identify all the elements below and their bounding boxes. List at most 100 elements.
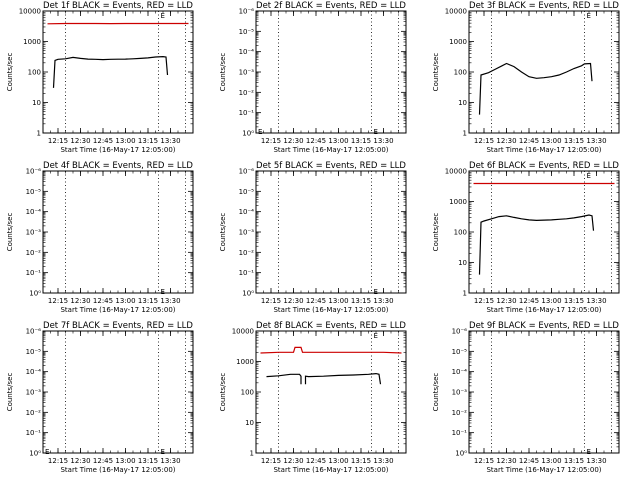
y-tick-label: 10⁻³ xyxy=(26,389,42,397)
y-axis-label: Counts/sec xyxy=(432,373,440,412)
y-tick-label: 10⁻² xyxy=(452,409,468,417)
x-tick-label: 12:45 xyxy=(519,297,539,305)
x-axis-label: Start Time (16-May-17 12:05:00) xyxy=(486,306,601,314)
x-tick-label: 13:00 xyxy=(541,457,561,465)
y-tick-label: 10⁻⁵ xyxy=(26,348,42,356)
y-tick-label: 10⁻² xyxy=(26,249,42,257)
x-tick-label: 13:00 xyxy=(115,297,135,305)
x-tick-label: 12:15 xyxy=(48,457,68,465)
y-tick-label: 10⁻³ xyxy=(26,229,42,237)
y-tick-label: 10⁰ xyxy=(29,450,41,458)
panel-6: Det 6f BLACK = Events, RED = LLD 1 10 100 10… xyxy=(432,161,620,314)
events-series-line xyxy=(266,373,302,385)
x-tick-label: 12:45 xyxy=(519,457,539,465)
e-marker-label: E xyxy=(587,12,591,20)
y-tick-label: 10⁻⁴ xyxy=(26,368,42,376)
panel-7: Det 7f BLACK = Events, RED = LLD 10⁰ 10⁻¹ 1… xyxy=(6,321,194,474)
e-marker-label: E xyxy=(374,288,378,296)
x-axis-label: Start Time (16-May-17 12:05:00) xyxy=(273,146,388,154)
y-tick-label: 1000 xyxy=(449,38,467,46)
y-axis-label: Counts/sec xyxy=(6,373,14,412)
y-tick-label: 10⁻⁴ xyxy=(26,208,42,216)
y-axis-label: Counts/sec xyxy=(432,213,440,252)
x-tick-label: 12:15 xyxy=(261,297,281,305)
panel-title: Det 5f BLACK = Events, RED = LLD xyxy=(256,161,406,171)
x-tick-label: 12:15 xyxy=(48,137,68,145)
y-tick-label: 10 xyxy=(458,259,467,267)
y-tick-label: 1000 xyxy=(449,198,467,206)
panel-title: Det 4f BLACK = Events, RED = LLD xyxy=(43,161,193,171)
y-tick-label: 10⁻⁵ xyxy=(26,188,42,196)
y-tick-label: 10⁻⁵ xyxy=(239,188,255,196)
x-tick-label: 13:00 xyxy=(115,457,135,465)
x-tick-label: 13:15 xyxy=(564,457,584,465)
events-series-line xyxy=(478,214,595,275)
y-axis-label: Counts/sec xyxy=(219,53,227,92)
lld-series-line xyxy=(260,346,402,354)
panel-8: Det 8f BLACK = Events, RED = LLD 1 10 100 10… xyxy=(219,321,407,474)
e-marker-label: E xyxy=(374,332,378,340)
e-marker-label: E xyxy=(587,448,591,456)
x-tick-label: 12:15 xyxy=(261,137,281,145)
x-tick-label: 13:15 xyxy=(351,457,371,465)
y-tick-label: 1 xyxy=(463,290,467,298)
x-tick-label: 12:45 xyxy=(93,457,113,465)
x-tick-label: 13:15 xyxy=(138,297,158,305)
x-tick-label: 12:30 xyxy=(70,457,90,465)
y-tick-label: 10 xyxy=(458,99,467,107)
y-tick-label: 1000 xyxy=(236,358,254,366)
x-tick-label: 13:00 xyxy=(115,137,135,145)
x-axis-label: Start Time (16-May-17 12:05:00) xyxy=(60,466,175,474)
panel-title: Det 8f BLACK = Events, RED = LLD xyxy=(256,321,406,331)
y-tick-label: 10⁻⁶ xyxy=(26,168,42,176)
y-tick-label: 10000 xyxy=(445,8,467,16)
x-tick-label: 13:30 xyxy=(160,297,180,305)
y-tick-label: 10⁻⁴ xyxy=(452,368,468,376)
events-series-line xyxy=(304,372,382,385)
x-tick-label: 13:15 xyxy=(138,457,158,465)
y-tick-label: 10⁻⁴ xyxy=(239,48,255,56)
y-tick-label: 10⁻² xyxy=(239,249,255,257)
x-axis-label: Start Time (16-May-17 12:05:00) xyxy=(273,466,388,474)
y-tick-label: 10⁻⁶ xyxy=(239,168,255,176)
x-tick-label: 12:45 xyxy=(306,457,326,465)
x-tick-label: 13:30 xyxy=(586,457,606,465)
y-tick-label: 10⁻⁶ xyxy=(239,8,255,16)
y-tick-label: 10⁻¹ xyxy=(239,269,255,277)
x-tick-label: 13:15 xyxy=(564,297,584,305)
panel-2: Det 2f BLACK = Events, RED = LLD 10⁰ 10⁻¹ 1… xyxy=(219,1,407,154)
x-tick-label: 12:15 xyxy=(474,457,494,465)
x-tick-label: 12:30 xyxy=(283,457,303,465)
x-tick-label: 12:15 xyxy=(48,297,68,305)
y-tick-label: 10⁻⁴ xyxy=(239,208,255,216)
x-tick-label: 12:30 xyxy=(70,297,90,305)
x-tick-label: 12:15 xyxy=(474,137,494,145)
x-tick-label: 13:30 xyxy=(586,297,606,305)
y-tick-label: 10⁻⁵ xyxy=(452,348,468,356)
x-tick-label: 13:15 xyxy=(564,137,584,145)
panel-5: Det 5f BLACK = Events, RED = LLD 10⁰ 10⁻¹ 1… xyxy=(219,161,407,314)
x-tick-label: 12:30 xyxy=(496,457,516,465)
x-tick-label: 13:30 xyxy=(373,457,393,465)
x-tick-label: 13:30 xyxy=(373,297,393,305)
y-tick-label: 1 xyxy=(250,450,254,458)
panel-1: Det 1f BLACK = Events, RED = LLD 1 10 100 10… xyxy=(6,1,194,154)
y-tick-label: 10⁻¹ xyxy=(239,109,255,117)
y-tick-label: 10⁰ xyxy=(242,130,254,138)
panel-9: Det 9f BLACK = Events, RED = LLD 10⁰ 10⁻¹ 1… xyxy=(432,321,620,474)
e-marker-label: E xyxy=(161,288,165,296)
y-tick-label: 100 xyxy=(454,229,467,237)
y-axis-label: Counts/sec xyxy=(6,213,14,252)
x-tick-label: 12:45 xyxy=(306,137,326,145)
x-tick-label: 12:45 xyxy=(306,297,326,305)
y-tick-label: 10⁻³ xyxy=(239,229,255,237)
y-tick-label: 10⁻⁶ xyxy=(26,328,42,336)
events-series-line xyxy=(478,62,593,115)
y-tick-label: 10000 xyxy=(445,168,467,176)
x-tick-label: 12:30 xyxy=(283,297,303,305)
x-axis-label: Start Time (16-May-17 12:05:00) xyxy=(486,466,601,474)
x-tick-label: 12:45 xyxy=(93,297,113,305)
e-marker-label: E xyxy=(258,128,262,136)
panel-title: Det 3f BLACK = Events, RED = LLD xyxy=(469,1,619,11)
y-tick-label: 10⁰ xyxy=(455,450,467,458)
